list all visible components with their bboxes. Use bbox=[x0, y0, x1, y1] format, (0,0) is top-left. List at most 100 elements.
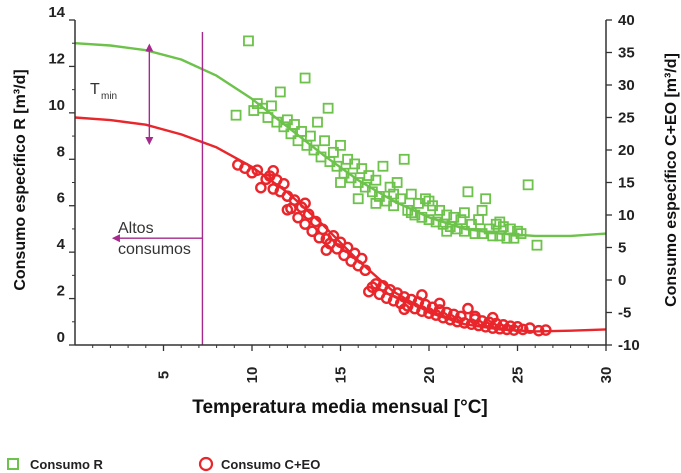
y-left-tick-label: 2 bbox=[57, 283, 65, 300]
y-right-tick-label: 15 bbox=[618, 175, 635, 192]
consumo-r-point bbox=[322, 102, 334, 114]
consumo-ceo-point bbox=[267, 164, 280, 177]
consumo-ceo-point bbox=[341, 241, 354, 254]
consumo-ceo-point bbox=[398, 303, 411, 316]
consumo-r-point bbox=[405, 188, 417, 200]
consumo-r-point bbox=[335, 139, 346, 151]
consumo-r-point bbox=[305, 130, 316, 142]
consumo-r-point bbox=[469, 228, 481, 239]
x-tick-label: 25 bbox=[510, 367, 527, 384]
consumo-ceo-point bbox=[469, 310, 481, 323]
x-axis-title: Temperatura media mensual [°C] bbox=[192, 397, 488, 418]
y-right-tick-label: 40 bbox=[618, 12, 635, 29]
y-right-tick-label: 20 bbox=[618, 142, 635, 159]
consumo-ceo-point bbox=[532, 324, 545, 337]
consumo-ceo-point bbox=[486, 311, 499, 324]
annotations: T min Altos consumos bbox=[90, 32, 204, 345]
y-left-tick-label: 14 bbox=[48, 4, 65, 21]
y-left-tick-label: 0 bbox=[57, 329, 65, 346]
consumo-r-point bbox=[423, 195, 435, 207]
consumo-ceo-point bbox=[433, 297, 446, 310]
consumo-ceo-point bbox=[288, 194, 301, 206]
consumo-r-point bbox=[370, 174, 382, 186]
consumo-r-point bbox=[423, 214, 435, 226]
consumo-r-point bbox=[405, 207, 417, 219]
consumo-r-point bbox=[441, 209, 453, 221]
consumo-ceo-point bbox=[302, 208, 315, 221]
consumo-ceo-point bbox=[306, 225, 318, 238]
x-tick-label: 10 bbox=[244, 367, 261, 384]
x-tick-label: 5 bbox=[156, 371, 173, 379]
x-tick-label: 20 bbox=[421, 367, 438, 384]
consumo-r-point bbox=[370, 197, 382, 209]
y-left-tick-label: 4 bbox=[57, 236, 66, 253]
y-right-tick-label: 25 bbox=[618, 110, 635, 127]
consumo-ceo-point bbox=[359, 264, 372, 277]
y-left-tick-label: 12 bbox=[48, 50, 65, 67]
consumo-r-point bbox=[458, 207, 470, 219]
consumo-r-point bbox=[308, 144, 320, 156]
t-min-label: T bbox=[90, 81, 100, 98]
consumo-r-point bbox=[462, 186, 474, 198]
consumo-r-point bbox=[490, 218, 502, 230]
consumo-r-point bbox=[522, 179, 534, 191]
trend-curve bbox=[74, 42, 607, 238]
y-right-tick-label: -5 bbox=[618, 305, 631, 322]
t-min-subscript: min bbox=[101, 91, 117, 102]
y-right-tick-label: 0 bbox=[618, 272, 626, 289]
consumo-ceo-point bbox=[309, 215, 322, 228]
consumo-r-point bbox=[319, 135, 330, 147]
y-axis-left-title: Consumo específico R [m³/d] bbox=[12, 69, 29, 290]
y-right-tick-label: 30 bbox=[618, 77, 635, 94]
consumo-r-point bbox=[448, 211, 460, 223]
consumo-ceo-point bbox=[327, 229, 340, 242]
x-tick-label: 30 bbox=[598, 367, 615, 384]
consumo-r-point bbox=[480, 193, 492, 205]
y-right-tick-label: 35 bbox=[618, 45, 635, 62]
consumo-r-point bbox=[331, 160, 343, 172]
consumo-ceo-point bbox=[540, 324, 552, 336]
consumo-r-point bbox=[356, 163, 368, 174]
consumo-r-point bbox=[409, 209, 421, 221]
consumo-ceo-point bbox=[292, 211, 304, 224]
consumo-r-point bbox=[420, 193, 431, 205]
x-tick-label: 15 bbox=[333, 367, 350, 384]
y-right-tick-label: 10 bbox=[618, 207, 635, 224]
y-left-tick-label: 8 bbox=[57, 143, 65, 160]
consumo-r-point bbox=[515, 228, 527, 239]
series-consumo-r bbox=[230, 35, 543, 251]
consumo-r-point bbox=[299, 72, 311, 84]
axes: 0 2 4 6 8 10 12 14 -10 -5 0 5 10 15 20 25 30 35 40 5 10 15 20 2… bbox=[48, 4, 639, 383]
consumo-r-point bbox=[455, 214, 467, 226]
consumo-r-point bbox=[274, 86, 286, 98]
consumo-ceo-point bbox=[458, 317, 471, 329]
consumo-r-point bbox=[531, 239, 543, 251]
consumo-ceo-point bbox=[255, 181, 267, 194]
y-left-tick-label: 10 bbox=[48, 97, 65, 114]
consumo-r-point bbox=[494, 216, 506, 228]
series-consumo-ceo bbox=[232, 159, 552, 337]
consumo-ceo-point bbox=[251, 164, 264, 176]
consumo-r-point bbox=[335, 177, 346, 188]
consumo-r-point bbox=[230, 109, 242, 121]
legend-marker-consumo-r bbox=[7, 458, 19, 470]
consumo-r-point bbox=[416, 211, 428, 223]
consumo-r-point bbox=[487, 230, 499, 242]
consumo-ceo-point bbox=[278, 177, 290, 190]
legend-label-consumo-ceo: Consumo C+EO bbox=[221, 457, 320, 472]
consumo-r-point bbox=[352, 193, 364, 205]
consumo-ceo-point bbox=[462, 302, 474, 315]
y-axis-right-title: Consumo específico C+EO [m³/d] bbox=[663, 53, 680, 307]
consumo-ceo-point bbox=[517, 323, 529, 336]
consumo-ceo-point bbox=[299, 218, 311, 230]
legend-label-consumo-r: Consumo R bbox=[30, 457, 104, 472]
y-right-tick-label: 5 bbox=[618, 240, 626, 257]
consumo-r-point bbox=[312, 116, 323, 128]
consumo-r-point bbox=[441, 225, 453, 237]
consumo-ceo-point bbox=[320, 244, 333, 256]
consumo-r-point bbox=[512, 225, 523, 237]
consumos-label: consumos bbox=[118, 241, 191, 258]
consumo-r-point bbox=[388, 200, 400, 212]
consumo-ceo-point bbox=[370, 278, 382, 290]
y-left-tick-label: 6 bbox=[57, 190, 65, 207]
